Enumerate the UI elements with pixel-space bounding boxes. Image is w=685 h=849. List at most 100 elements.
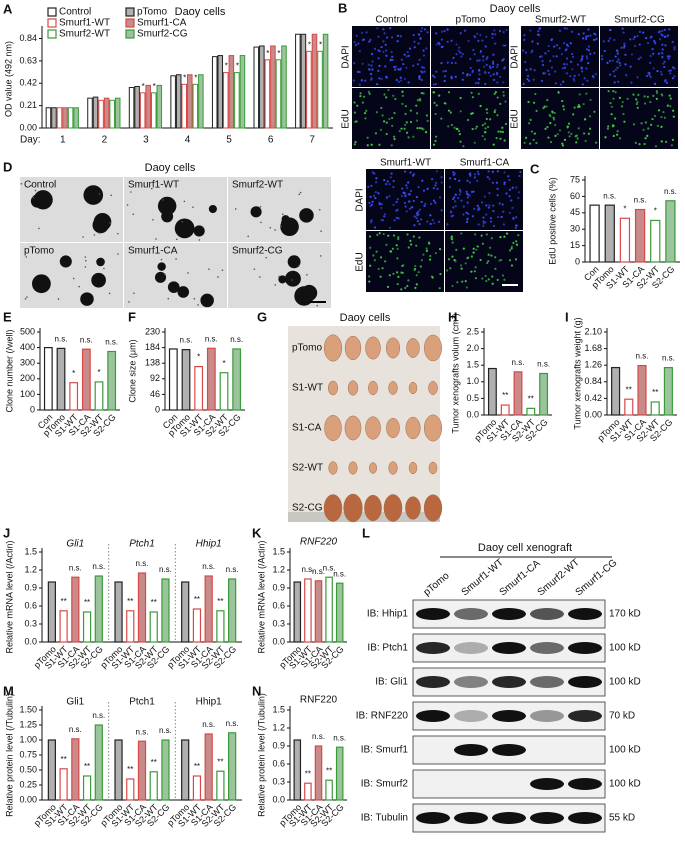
significance: *	[623, 204, 626, 213]
cell-nucleus	[367, 68, 371, 71]
cell-nucleus	[449, 210, 452, 213]
cell-nucleus	[623, 42, 626, 45]
significance: **	[84, 762, 90, 771]
bar	[259, 45, 265, 129]
significance: n.s.	[180, 336, 193, 345]
significance: *	[266, 49, 269, 58]
cell-nucleus	[423, 28, 427, 31]
cell-nucleus	[449, 267, 452, 270]
cell-nucleus	[486, 125, 490, 129]
cell-nucleus	[491, 36, 494, 39]
cell-nucleus	[663, 35, 667, 38]
cell-nucleus	[418, 58, 421, 61]
chart-title: Daoy cells	[175, 6, 226, 18]
cell-nucleus	[438, 248, 442, 251]
band	[416, 710, 450, 722]
cell-nucleus	[397, 217, 400, 220]
cell-nucleus	[554, 70, 557, 73]
bar	[228, 732, 237, 801]
cell-nucleus	[458, 133, 461, 136]
y-tick-label: 138	[145, 358, 160, 368]
chart-title: RNF220	[300, 695, 338, 706]
cell-nucleus	[450, 77, 453, 80]
band	[530, 778, 564, 790]
significance: *	[222, 359, 225, 368]
cell-nucleus	[477, 92, 480, 95]
cell-nucleus	[508, 195, 511, 198]
cell-nucleus	[371, 68, 374, 71]
cell-nucleus	[571, 52, 574, 56]
y-axis-label: OD value (492 nm)	[3, 41, 13, 117]
cell-nucleus	[396, 257, 399, 260]
cell-nucleus	[505, 232, 509, 235]
cell-nucleus	[401, 187, 404, 190]
cell-nucleus	[575, 134, 578, 137]
cell-nucleus	[643, 95, 646, 98]
cell-nucleus	[531, 40, 534, 43]
cell-nucleus	[593, 110, 596, 113]
cell-nucleus	[563, 27, 566, 30]
significance: n.s.	[226, 719, 239, 728]
cell-nucleus	[452, 171, 455, 174]
cell-nucleus	[535, 141, 538, 145]
tumor	[328, 380, 338, 396]
debris	[208, 268, 210, 270]
cell-nucleus	[527, 100, 530, 104]
cell-nucleus	[495, 181, 499, 184]
cell-nucleus	[477, 78, 481, 81]
cell-nucleus	[485, 35, 488, 38]
cell-nucleus	[388, 117, 391, 121]
cell-nucleus	[408, 47, 412, 50]
cell-nucleus	[655, 91, 659, 95]
cell-nucleus	[431, 178, 434, 181]
cell-nucleus	[412, 235, 415, 238]
cell-nucleus	[608, 59, 612, 63]
cell-nucleus	[653, 114, 657, 118]
cell-nucleus	[446, 61, 449, 64]
cell-nucleus	[383, 215, 386, 218]
band	[416, 676, 450, 688]
cell-nucleus	[494, 91, 497, 94]
cell-nucleus	[433, 222, 436, 225]
debris	[274, 284, 277, 286]
cell-nucleus	[353, 41, 356, 44]
tumor	[369, 462, 377, 474]
cell-nucleus	[381, 267, 384, 270]
cell-nucleus	[580, 67, 583, 70]
debris	[197, 304, 199, 306]
cell-nucleus	[393, 65, 396, 69]
cell-nucleus	[573, 106, 576, 109]
cell-nucleus	[415, 244, 418, 247]
cell-nucleus	[407, 81, 410, 84]
cell-nucleus	[390, 36, 394, 39]
debris	[280, 225, 282, 228]
y-tick-label: 2.0	[466, 343, 479, 353]
bar	[161, 578, 170, 643]
cell-nucleus	[461, 280, 464, 283]
band	[454, 744, 488, 756]
cell-nucleus	[361, 62, 364, 65]
cell-nucleus	[517, 196, 520, 200]
cell-nucleus	[483, 195, 486, 198]
cell-nucleus	[407, 193, 410, 196]
cell-nucleus	[440, 30, 444, 33]
cell-nucleus	[535, 109, 538, 112]
cell-nucleus	[434, 201, 437, 204]
cell-nucleus	[551, 111, 554, 114]
cell-nucleus	[452, 56, 455, 59]
cell-nucleus	[453, 172, 457, 175]
debris	[130, 191, 132, 193]
cell-nucleus	[512, 241, 515, 245]
cell-nucleus	[473, 270, 476, 273]
significance: *	[654, 207, 657, 216]
cell-nucleus	[385, 243, 388, 247]
cell-nucleus	[492, 204, 495, 207]
cell-nucleus	[410, 243, 413, 246]
cell-nucleus	[558, 129, 562, 132]
cell-nucleus	[584, 139, 587, 143]
bar	[59, 610, 68, 643]
cell-nucleus	[607, 90, 610, 93]
cell-nucleus	[387, 234, 390, 237]
bar	[314, 745, 323, 801]
cell-nucleus	[390, 172, 393, 175]
